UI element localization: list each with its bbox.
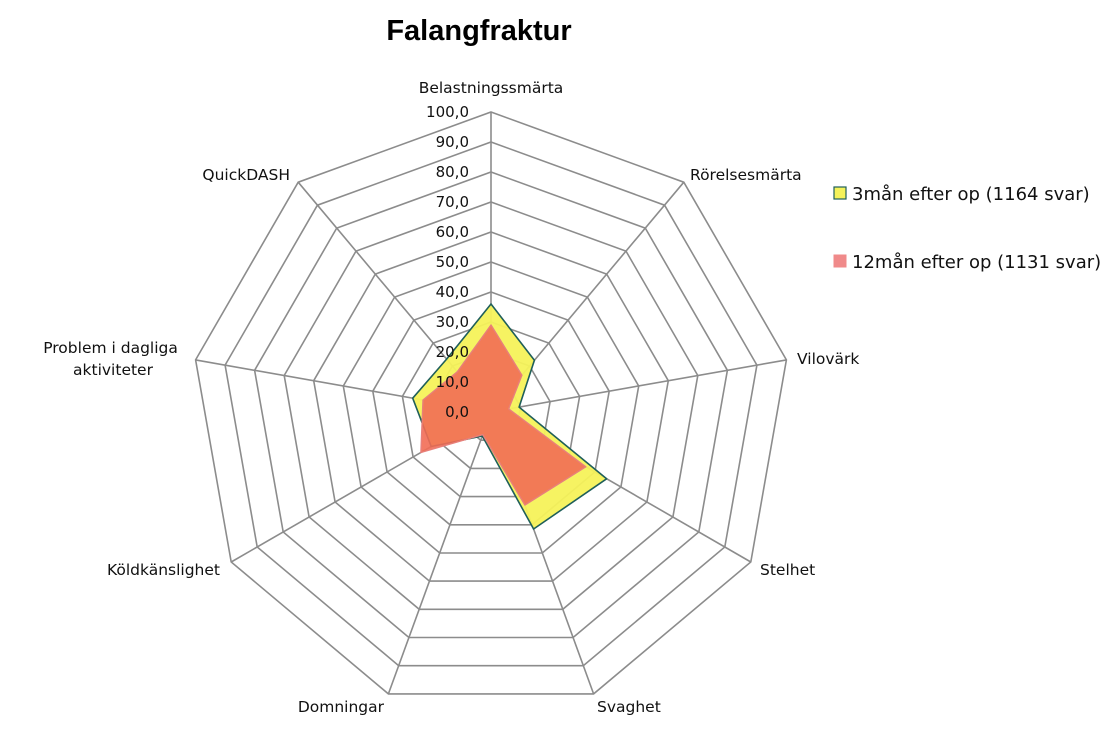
- grid-spoke-2: [490, 359, 787, 413]
- tick-label-40: 40,0: [436, 283, 469, 301]
- tick-label-10: 10,0: [436, 373, 469, 391]
- radial-tick-labels: 0,0 10,0 20,0 30,0 40,0 50,0 60,0 70,0 80,0 90,0 1…: [426, 103, 469, 421]
- grid-ring-70: [283, 201, 699, 611]
- tick-label-20: 20,0: [436, 343, 469, 361]
- category-label-svaghet: Svaghet: [597, 698, 661, 716]
- tick-label-100: 100,0: [426, 103, 469, 121]
- tick-label-30: 30,0: [436, 313, 469, 331]
- tick-label-0: 0,0: [445, 403, 469, 421]
- legend: 3mån efter op (1164 svar) 12mån efter op…: [833, 184, 1101, 273]
- grid-ring-30: [401, 321, 581, 498]
- grid-ring-60: [312, 231, 670, 582]
- category-label-belastningssmarta: Belastningssmärta: [419, 79, 564, 97]
- radar-series: [411, 303, 608, 530]
- tick-label-50: 50,0: [436, 253, 469, 271]
- category-label-problem-i-dagliga-aktiviteter: Problem i dagliga aktiviteter: [43, 339, 183, 379]
- category-label-vilovark: Vilovärk: [797, 350, 859, 368]
- tick-label-70: 70,0: [436, 193, 469, 211]
- legend-marker-12man: [833, 254, 847, 268]
- category-label-koldkanslighet: Köldkänslighet: [107, 561, 220, 579]
- tick-label-60: 60,0: [436, 223, 469, 241]
- grid-ring-80: [253, 171, 729, 639]
- chart-title: Falangfraktur: [386, 15, 571, 47]
- legend-label-3man: 3mån efter op (1164 svar): [852, 184, 1090, 205]
- category-label-quickdash: QuickDASH: [202, 166, 290, 184]
- category-label-domningar: Domningar: [298, 698, 385, 716]
- category-label-rorelsesmarta: Rörelsesmärta: [690, 166, 802, 184]
- grid-spoke-5: [387, 411, 492, 695]
- grid-ring-50: [342, 261, 640, 554]
- legend-marker-3man: [833, 186, 847, 200]
- tick-label-80: 80,0: [436, 163, 469, 181]
- legend-label-12man: 12mån efter op (1131 svar): [852, 252, 1101, 273]
- series-area-12man: [420, 324, 587, 506]
- category-label-stelhet: Stelhet: [760, 561, 815, 579]
- tick-label-90: 90,0: [436, 133, 469, 151]
- grid-ring-100: [194, 111, 788, 695]
- grid-ring-40: [371, 291, 611, 526]
- grid-ring-90: [224, 141, 758, 667]
